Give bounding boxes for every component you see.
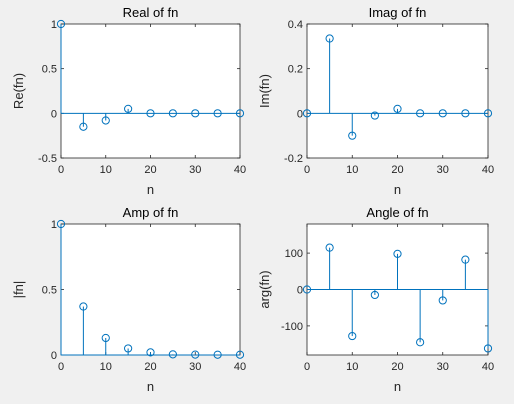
axes-box bbox=[306, 23, 489, 159]
x-tick-label: 40 bbox=[234, 164, 246, 176]
y-tick-label: 0.5 bbox=[42, 285, 57, 297]
y-axis-label: Im(fn) bbox=[257, 74, 272, 108]
y-tick-label: -100 bbox=[281, 321, 303, 333]
x-tick-label: 10 bbox=[100, 361, 112, 373]
x-tick-label: 0 bbox=[58, 361, 64, 373]
x-tick-label: 40 bbox=[234, 361, 246, 373]
stem-marker bbox=[101, 116, 110, 125]
subplot-4: Angle of fn 0 10 20 30 40 -100 0 100 n arg(fn) bbox=[257, 205, 494, 394]
x-tick-label: 20 bbox=[391, 361, 403, 373]
x-tick-label: 20 bbox=[391, 164, 403, 176]
stem-marker bbox=[438, 109, 447, 118]
x-tick-label: 0 bbox=[58, 164, 64, 176]
x-tick-label: 40 bbox=[482, 361, 494, 373]
stem-marker bbox=[483, 109, 493, 118]
x-tick-label: 0 bbox=[304, 361, 310, 373]
chart-title: Amp of fn bbox=[123, 205, 179, 220]
stem-marker bbox=[461, 255, 470, 264]
stem-marker bbox=[461, 109, 470, 118]
y-axis-label: arg(fn) bbox=[257, 270, 272, 308]
stem-marker bbox=[438, 296, 447, 305]
stem-marker bbox=[416, 338, 425, 347]
chart-title: Imag of fn bbox=[369, 5, 427, 20]
stem-marker bbox=[146, 109, 155, 118]
stem-marker bbox=[56, 19, 66, 29]
x-axis-label: n bbox=[394, 379, 401, 394]
x-tick-label: 30 bbox=[189, 361, 201, 373]
y-axis-label: Re(fn) bbox=[11, 73, 26, 109]
stem-marker bbox=[302, 109, 312, 118]
stem-marker bbox=[302, 285, 312, 294]
stem-marker bbox=[348, 331, 357, 341]
chart-title: Real of fn bbox=[123, 5, 179, 20]
y-tick-label: 0.5 bbox=[42, 64, 57, 76]
stem-marker bbox=[370, 290, 379, 300]
stem-marker bbox=[168, 109, 177, 118]
y-tick-label: 0 bbox=[297, 285, 303, 297]
chart-title: Angle of fn bbox=[366, 205, 428, 220]
stem-marker bbox=[483, 344, 493, 353]
y-tick-label: 0.2 bbox=[288, 64, 303, 76]
subplot-3: Amp of fn 0 10 20 30 40 0 0.5 1 n |fn| bbox=[11, 205, 246, 394]
axes-box bbox=[60, 223, 241, 356]
stem-marker bbox=[325, 34, 334, 43]
stem-marker bbox=[146, 348, 155, 357]
stem-marker bbox=[393, 104, 402, 113]
x-axis-label: n bbox=[147, 379, 154, 394]
stem-marker bbox=[79, 302, 88, 311]
x-tick-label: 10 bbox=[346, 361, 358, 373]
stem-marker bbox=[370, 111, 379, 120]
stem-marker bbox=[79, 122, 88, 131]
axes-box bbox=[60, 23, 241, 159]
x-tick-label: 40 bbox=[482, 164, 494, 176]
y-tick-label: -0.5 bbox=[38, 153, 57, 165]
y-tick-label: -0.2 bbox=[284, 153, 303, 165]
y-tick-label: 100 bbox=[285, 248, 303, 260]
y-tick-label: 1 bbox=[51, 19, 57, 31]
y-tick-label: 0 bbox=[51, 108, 57, 120]
y-tick-label: 1 bbox=[51, 219, 57, 231]
stem-marker bbox=[191, 350, 200, 359]
stem-marker bbox=[416, 109, 425, 118]
stem-marker bbox=[191, 109, 200, 118]
x-tick-label: 30 bbox=[437, 164, 449, 176]
x-tick-label: 20 bbox=[144, 361, 156, 373]
stem-marker bbox=[213, 350, 222, 359]
y-tick-label: 0 bbox=[297, 108, 303, 120]
stem-marker bbox=[235, 350, 245, 359]
stem-marker bbox=[393, 249, 402, 258]
x-tick-label: 0 bbox=[304, 164, 310, 176]
x-tick-label: 10 bbox=[100, 164, 112, 176]
stem-marker bbox=[56, 219, 66, 229]
x-tick-label: 30 bbox=[189, 164, 201, 176]
x-tick-label: 10 bbox=[346, 164, 358, 176]
x-axis-label: n bbox=[147, 182, 154, 197]
stem-marker bbox=[235, 109, 245, 118]
stem-marker bbox=[124, 344, 133, 353]
stem-marker bbox=[213, 109, 222, 118]
stem-marker bbox=[168, 350, 177, 359]
y-tick-label: 0 bbox=[51, 350, 57, 362]
x-axis-label: n bbox=[394, 182, 401, 197]
y-tick-label: 0.4 bbox=[288, 19, 303, 31]
stem-marker bbox=[348, 131, 357, 140]
stem-marker bbox=[325, 243, 334, 252]
stem-marker bbox=[101, 333, 110, 343]
x-tick-label: 30 bbox=[437, 361, 449, 373]
stem-marker bbox=[124, 104, 133, 113]
y-axis-label: |fn| bbox=[11, 281, 26, 299]
x-tick-label: 20 bbox=[144, 164, 156, 176]
